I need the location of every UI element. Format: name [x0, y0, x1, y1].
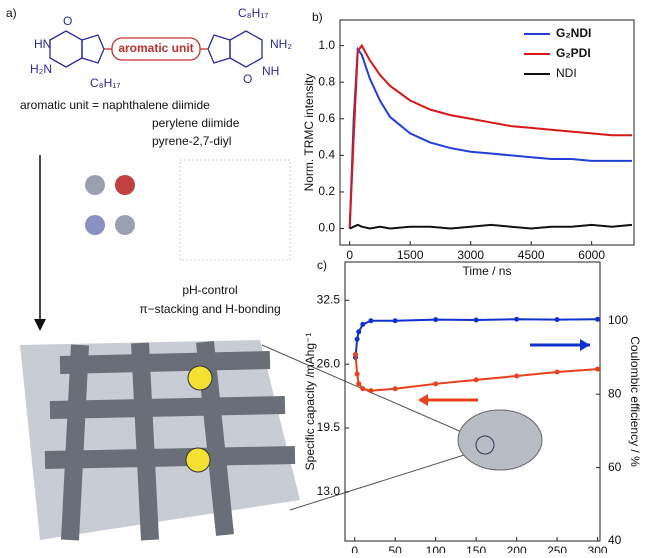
atom: H₂N: [30, 62, 52, 76]
data-point: [356, 381, 361, 386]
description: perylene diimide: [152, 116, 240, 130]
data-point: [368, 318, 373, 323]
y-tick-label: 0.6: [318, 111, 335, 125]
data-point: [356, 329, 361, 334]
y2-tick-label: 80: [608, 386, 622, 400]
atom: C₈H₁₇: [238, 6, 268, 20]
data-line: [356, 354, 598, 390]
atom: NH₂: [270, 37, 292, 51]
x-tick-label: 150: [466, 544, 486, 553]
figure: a) aromatic unit H₂N NH₂ C₈H₁₇ C₈H₁₇ HN …: [0, 0, 649, 553]
data-point: [368, 388, 373, 393]
atom: O: [243, 72, 252, 86]
data-point: [353, 352, 358, 357]
y-tick-label: 32.5: [317, 292, 341, 306]
data-line: [356, 319, 598, 357]
x-tick-label: 200: [507, 544, 527, 553]
box-text: aromatic unit: [118, 41, 193, 55]
data-point: [514, 373, 519, 378]
x-tick-label: 300: [588, 544, 608, 553]
y2-axis-label: Coulombic efficiency / %: [628, 336, 642, 467]
description: aromatic unit = naphthalene diimide: [20, 98, 210, 112]
y-tick-label: 1.0: [318, 38, 335, 52]
data-point: [433, 381, 438, 386]
data-line: [350, 225, 632, 229]
data-point: [393, 386, 398, 391]
y-tick-label: 0.0: [318, 221, 335, 235]
atom: C₈H₁₇: [90, 76, 120, 90]
y2-tick-label: 40: [608, 533, 622, 547]
legend-label: G₂PDI: [556, 46, 591, 60]
panel-label: b): [312, 10, 323, 24]
panel-label: a): [6, 6, 17, 20]
data-line: [350, 46, 632, 229]
data-point: [595, 317, 600, 322]
data-point: [355, 371, 360, 376]
molecular-models: [85, 160, 290, 260]
data-point: [555, 370, 560, 375]
data-point: [474, 318, 479, 323]
data-point: [595, 367, 600, 372]
atom: NH: [262, 64, 279, 78]
control-text: π−stacking and H-bonding: [139, 302, 280, 316]
description: pyrene-2,7-diyl: [152, 134, 231, 148]
legend-label: G₂NDI: [556, 26, 591, 40]
y-tick-label: 13.0: [317, 484, 341, 498]
atom: HN: [34, 37, 51, 51]
x-axis-label: Time / ns: [463, 264, 512, 278]
control-text: pH-control: [182, 283, 237, 297]
data-point: [360, 322, 365, 327]
data-point: [355, 337, 360, 342]
x-tick-label: 6000: [578, 248, 605, 262]
x-tick-label: 0: [351, 544, 358, 553]
y-axis-label: Norm. TRMC intensity: [302, 74, 316, 192]
x-tick-label: 4500: [518, 248, 545, 262]
x-tick-label: 50: [389, 544, 403, 553]
x-tick-label: 3000: [457, 248, 484, 262]
x-tick-label: 1500: [397, 248, 424, 262]
x-tick-label: 100: [426, 544, 446, 553]
y2-tick-label: 100: [608, 313, 628, 327]
y-tick-label: 0.8: [318, 74, 335, 88]
data-point: [474, 377, 479, 382]
y2-tick-label: 60: [608, 460, 622, 474]
y-tick-label: 0.4: [318, 148, 335, 162]
panel-label: c): [317, 258, 327, 272]
arrow-head: [418, 394, 428, 406]
y-axis-label: Specific capacity /mAhg⁻¹: [303, 333, 317, 471]
data-point: [393, 318, 398, 323]
y-tick-label: 0.2: [318, 184, 335, 198]
data-point: [555, 317, 560, 322]
y-tick-label: 19.5: [317, 420, 341, 434]
data-point: [360, 386, 365, 391]
data-point: [514, 317, 519, 322]
atom: O: [63, 14, 72, 28]
legend-label: NDI: [556, 66, 577, 80]
network-image: [20, 340, 300, 540]
x-tick-label: 250: [547, 544, 567, 553]
data-point: [433, 317, 438, 322]
y-tick-label: 26.0: [317, 356, 341, 370]
x-tick-label: 0: [346, 248, 353, 262]
data-line: [350, 49, 632, 228]
arrow-head: [580, 339, 590, 351]
